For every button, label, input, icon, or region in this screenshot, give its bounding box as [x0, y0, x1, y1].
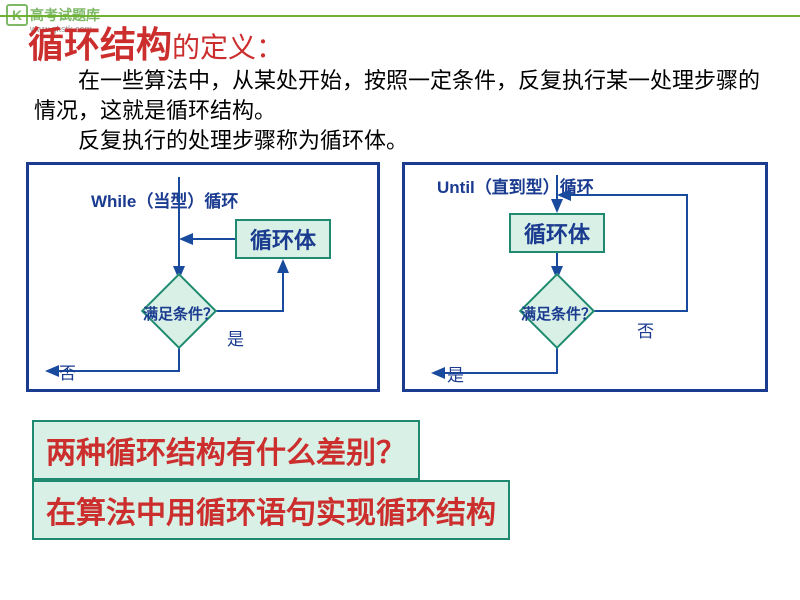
page-title: 循环结构的定义： — [28, 16, 284, 68]
question-box: 两种循环结构有什么差别？ — [32, 420, 420, 480]
answer-box: 在算法中用循环语句实现循环结构 — [32, 480, 510, 540]
until-yes-label: 是 — [447, 361, 464, 386]
while-yes-label: 是 — [227, 325, 244, 350]
while-no-label: 否 — [59, 359, 76, 384]
question-text: 两种循环结构有什么差别？ — [46, 437, 406, 470]
while-title: While（当型）循环 — [91, 187, 238, 212]
while-body-box: 循环体 — [235, 219, 331, 259]
title-sub: 的定义： — [172, 33, 284, 64]
intro-line1: 在一些算法中，从某处开始，按照一定条件，反复执行某一处理步骤的情况，这就是循环结… — [34, 66, 770, 126]
title-main: 循环结构 — [28, 25, 172, 65]
while-condition-label: 满足条件？ — [143, 303, 218, 324]
until-no-label: 否 — [637, 317, 654, 342]
until-loop-diagram: Until（直到型）循环 循环体 满足条件？ 否 是 — [402, 162, 768, 392]
while-loop-diagram: While（当型）循环 循环体 满足条件？ 是 否 — [26, 162, 380, 392]
intro-line2: 反复执行的处理步骤称为循环体。 — [34, 126, 770, 156]
until-body-box: 循环体 — [509, 213, 605, 253]
until-condition-label: 满足条件？ — [521, 303, 596, 324]
until-title: Until（直到型）循环 — [437, 173, 594, 198]
answer-text: 在算法中用循环语句实现循环结构 — [46, 497, 496, 530]
diagrams-row: While（当型）循环 循环体 满足条件？ 是 否 Until（直到型）循环 循… — [26, 162, 768, 392]
intro-text: 在一些算法中，从某处开始，按照一定条件，反复执行某一处理步骤的情况，这就是循环结… — [34, 66, 770, 156]
